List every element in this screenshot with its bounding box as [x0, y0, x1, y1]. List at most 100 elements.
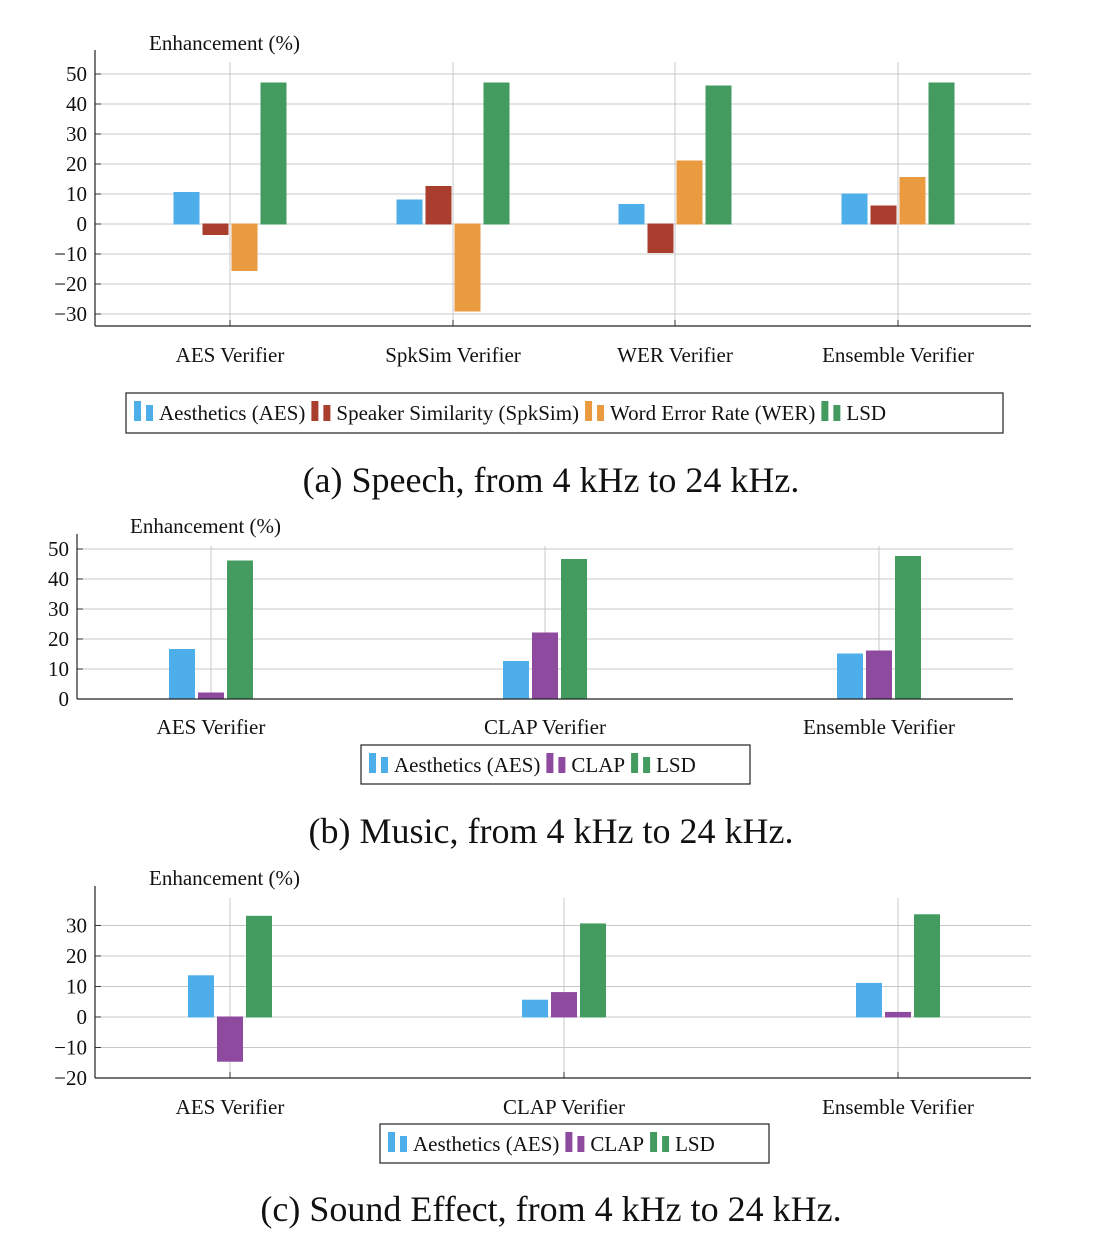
legend-entry-label: LSD	[675, 1132, 715, 1156]
y-tick-label: −20	[54, 1066, 87, 1090]
y-tick-label: 20	[66, 152, 87, 176]
legend-frame	[379, 1123, 770, 1164]
bar-spksim-4	[870, 205, 897, 225]
legend-swatch-aes	[381, 757, 388, 773]
bar-spksim-1	[202, 223, 229, 235]
bar-wer-2	[454, 223, 481, 312]
legend-swatch-wer	[585, 401, 593, 421]
bar-lsd-1	[260, 82, 287, 225]
bar-spksim-2	[425, 186, 452, 225]
y-tick-label: 20	[48, 627, 69, 651]
y-axis-label: Enhancement (%)	[149, 31, 300, 55]
legend: Aesthetics (AES) CLAP LSD	[360, 744, 751, 785]
bar-aes-1	[188, 975, 214, 1018]
y-tick-label: 10	[66, 182, 87, 206]
y-tick-label: 10	[48, 657, 69, 681]
bar-aes-3	[837, 653, 863, 700]
y-tick-label: 30	[66, 122, 87, 146]
legend-entry-label: Aesthetics (AES)	[413, 1132, 559, 1156]
bar-clap-3	[885, 1011, 911, 1018]
legend-swatch-aes	[134, 401, 141, 421]
y-axis-label: Enhancement (%)	[149, 866, 300, 890]
legend-swatch-lsd	[833, 405, 841, 421]
legend-swatch-lsd	[821, 401, 829, 421]
chart-b: 0 10 20 30 40 50 AES Verifier CLAP Verifier Ense…	[48, 514, 1013, 785]
y-tick-label: −30	[54, 302, 87, 326]
bar-aes-2	[503, 661, 529, 700]
bar-lsd-3	[895, 556, 921, 700]
bar-clap-3	[866, 650, 892, 700]
y-tick-label: 20	[66, 944, 87, 968]
category-label: WER Verifier	[617, 343, 733, 367]
legend-swatch-aes	[400, 1136, 407, 1152]
bar-lsd-3	[914, 914, 940, 1018]
bar-lsd-1	[246, 915, 272, 1018]
category-label: CLAP Verifier	[503, 1095, 625, 1119]
y-tick-label: 50	[48, 537, 69, 561]
bar-aes-1	[169, 649, 195, 700]
legend-entry-label: CLAP	[590, 1132, 644, 1156]
bar-aes-3	[856, 982, 882, 1018]
bar-clap-1	[198, 692, 224, 700]
legend-swatch-lsd	[650, 1132, 658, 1152]
y-tick-label: −20	[54, 272, 87, 296]
legend-entry-label: LSD	[846, 401, 886, 425]
category-label: AES Verifier	[176, 1095, 285, 1119]
legend-swatch-lsd	[643, 757, 651, 773]
category-label: AES Verifier	[157, 715, 266, 739]
y-tick-label: 50	[66, 62, 87, 86]
bar-lsd-2	[483, 82, 510, 225]
y-tick-label: 40	[48, 567, 69, 591]
legend-swatch-clap	[558, 757, 566, 773]
legend-frame	[360, 744, 751, 785]
category-label: Ensemble Verifier	[822, 1095, 974, 1119]
bar-aes-4	[841, 193, 868, 225]
bar-clap-1	[217, 1016, 243, 1062]
bar-lsd-2	[561, 559, 587, 700]
legend-entry-label: Aesthetics (AES)	[159, 401, 305, 425]
bar-clap-2	[532, 632, 558, 700]
bar-lsd-1	[227, 560, 253, 700]
legend-entry-label: Aesthetics (AES)	[394, 753, 540, 777]
legend-entry-label: Speaker Similarity (SpkSim)	[336, 401, 579, 425]
category-label: AES Verifier	[176, 343, 285, 367]
legend-swatch-wer	[597, 405, 605, 421]
chart-a: −30 −20 −10 0 10 20 30 40 50 AES Verifier SpkSim V…	[54, 31, 1031, 434]
bar-lsd-4	[928, 82, 955, 225]
bar-aes-2	[396, 199, 423, 225]
legend-swatch-aes	[388, 1132, 395, 1152]
y-axis-label: Enhancement (%)	[130, 514, 281, 538]
legend-entry-label: CLAP	[571, 753, 625, 777]
bar-wer-4	[899, 177, 926, 225]
legend-swatch-clap	[577, 1136, 585, 1152]
legend-entry-label: LSD	[656, 753, 696, 777]
legend: Aesthetics (AES) Speaker Similarity (SpkS…	[125, 392, 1004, 434]
y-tick-label: 30	[66, 913, 87, 937]
y-tick-label: 40	[66, 92, 87, 116]
legend-swatch-clap	[565, 1132, 573, 1152]
bar-lsd-2	[580, 923, 606, 1018]
legend-swatch-lsd	[631, 753, 639, 773]
category-label: Ensemble Verifier	[822, 343, 974, 367]
caption-a: (a) Speech, from 4 kHz to 24 kHz.	[303, 460, 800, 500]
y-tick-label: 0	[77, 212, 88, 236]
legend-swatch-spksim	[323, 405, 331, 421]
legend-swatch-spksim	[311, 401, 319, 421]
legend-swatch-aes	[146, 405, 153, 421]
legend-swatch-aes	[369, 753, 376, 773]
y-tick-label: 30	[48, 597, 69, 621]
category-label: Ensemble Verifier	[803, 715, 955, 739]
caption-c: (c) Sound Effect, from 4 kHz to 24 kHz.	[260, 1189, 841, 1229]
legend-swatch-lsd	[662, 1136, 670, 1152]
y-tick-label: −10	[54, 1035, 87, 1059]
chart-c: −20 −10 0 10 20 30 AES Verifier CLAP Verifier En…	[54, 866, 1031, 1164]
legend-frame	[125, 392, 1004, 434]
legend-entry-label: Word Error Rate (WER)	[610, 401, 815, 425]
category-label: CLAP Verifier	[484, 715, 606, 739]
bar-clap-2	[551, 992, 577, 1018]
bar-wer-3	[676, 160, 703, 225]
legend-swatch-clap	[546, 753, 554, 773]
bar-lsd-3	[705, 85, 732, 225]
caption-b: (b) Music, from 4 kHz to 24 kHz.	[309, 811, 794, 851]
